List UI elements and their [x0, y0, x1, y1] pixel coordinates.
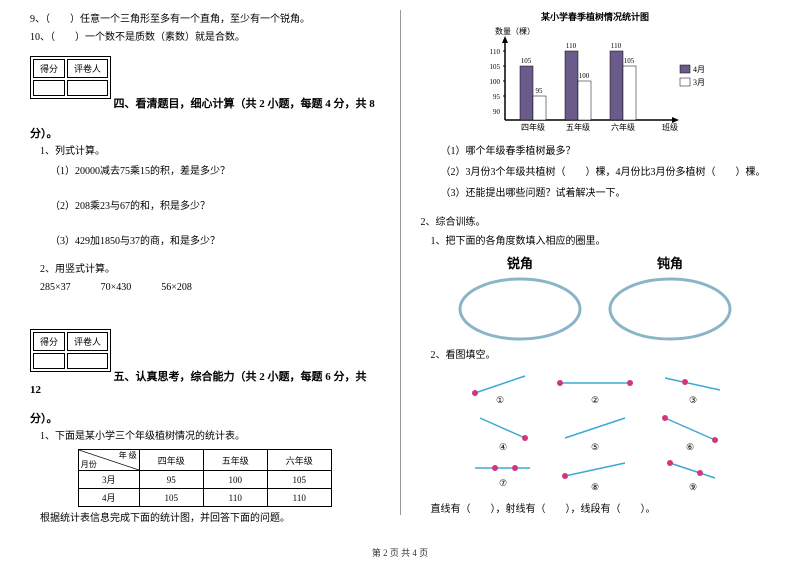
- diag-header: 年 级 月份: [78, 450, 139, 471]
- svg-text:六年级: 六年级: [611, 122, 635, 132]
- s5-q2-2: 2、看图填空。: [431, 348, 771, 364]
- svg-text:100: 100: [579, 72, 590, 80]
- section-5-title-cont: 分）。: [30, 413, 58, 425]
- diag-bottom: 月份: [81, 459, 97, 470]
- s5-q2: 2、综合训练。: [421, 215, 771, 231]
- col-header: 六年级: [267, 450, 331, 471]
- question-10: 10、（ ）一个数不是质数（素数）就是合数。: [30, 30, 380, 46]
- score-blank: [33, 353, 65, 369]
- score-box-5: 得分 评卷人: [30, 329, 111, 372]
- svg-text:③: ③: [689, 395, 697, 405]
- svg-text:④: ④: [499, 442, 507, 452]
- svg-text:⑥: ⑥: [686, 442, 694, 452]
- s5-q2-1: 1、把下面的各角度数填入相应的圈里。: [431, 234, 771, 250]
- svg-text:105: 105: [521, 57, 532, 65]
- calc-3: 56×208: [161, 282, 192, 293]
- cell: 105: [267, 471, 331, 489]
- svg-text:95: 95: [536, 87, 544, 95]
- cell: 110: [203, 489, 267, 507]
- chart-q2: （2）3月份3个年级共植树（ ）棵，4月份比3月份多植树（ ）棵。: [441, 164, 771, 182]
- svg-text:105: 105: [490, 63, 501, 71]
- score-cell: 得分: [33, 59, 65, 78]
- column-divider: [400, 10, 401, 515]
- svg-text:3月: 3月: [693, 78, 705, 87]
- score-cell: 得分: [33, 332, 65, 351]
- s5-q1-note: 根据统计表信息完成下面的统计图，并回答下面的问题。: [40, 511, 380, 527]
- cell: 100: [203, 471, 267, 489]
- score-box-4: 得分 评卷人: [30, 56, 111, 99]
- y-axis-label: 数量（棵）: [495, 26, 535, 36]
- svg-text:⑨: ⑨: [689, 482, 697, 492]
- table-row: 4月 105 110 110: [78, 489, 331, 507]
- lines-answer: 直线有（ ），射线有（ ），线段有（ ）。: [431, 502, 771, 518]
- tree-table: 年 级 月份 四年级 五年级 六年级 3月 95 100 105 4月 105 …: [78, 449, 332, 507]
- cell: 105: [139, 489, 203, 507]
- s4-q1-2: （2）208乘23与67的和，积是多少？: [50, 198, 380, 216]
- calc-row: 285×37 70×430 56×208: [40, 282, 380, 293]
- col-header: 四年级: [139, 450, 203, 471]
- svg-text:钝角: 钝角: [657, 256, 683, 271]
- svg-text:90: 90: [493, 108, 501, 116]
- section-4-title-cont: 分）。: [30, 128, 58, 140]
- page-footer: 第 2 页 共 4 页: [0, 546, 800, 559]
- svg-text:95: 95: [493, 93, 501, 101]
- row-label: 3月: [78, 471, 139, 489]
- svg-text:110: 110: [490, 48, 501, 56]
- s4-q1-3: （3）429加1850与37的商，和是多少？: [50, 233, 380, 251]
- svg-text:五年级: 五年级: [566, 122, 590, 132]
- col-header: 五年级: [203, 450, 267, 471]
- chart-title: 某小学春季植树情况统计图: [541, 11, 649, 22]
- svg-text:②: ②: [591, 395, 599, 405]
- svg-text:①: ①: [496, 395, 504, 405]
- s5-q1: 1、下面是某小学三个年级植树情况的统计表。: [40, 429, 380, 445]
- bar-chart: 某小学春季植树情况统计图 数量（棵） 90 95 100 105 110: [421, 10, 771, 140]
- section-5-title: 五、认真思考，综合能力（共 2 小题，每题 6 分，共 12: [30, 371, 367, 396]
- svg-text:⑤: ⑤: [591, 442, 599, 452]
- cell: 95: [139, 471, 203, 489]
- diag-top: 年 级: [119, 450, 137, 461]
- angle-ovals: 锐角 钝角: [445, 254, 745, 344]
- grader-blank: [67, 80, 108, 96]
- grader-cell: 评卷人: [67, 332, 108, 351]
- svg-text:105: 105: [624, 57, 635, 65]
- svg-text:4月: 4月: [693, 65, 705, 74]
- svg-text:100: 100: [490, 78, 501, 86]
- svg-text:110: 110: [611, 42, 622, 50]
- grader-cell: 评卷人: [67, 59, 108, 78]
- s4-q2: 2、用竖式计算。: [40, 262, 380, 278]
- question-9: 9、（ ）任意一个三角形至多有一个直角，至少有一个锐角。: [30, 12, 380, 28]
- section-4-title: 四、看清题目，细心计算（共 2 小题，每题 4 分，共 8: [114, 98, 375, 110]
- svg-text:班级: 班级: [662, 122, 678, 132]
- chart-q1: （1）哪个年级春季植树最多？: [441, 143, 771, 161]
- left-column: 9、（ ）任意一个三角形至多有一个直角，至少有一个锐角。 10、（ ）一个数不是…: [30, 10, 380, 515]
- svg-text:⑦: ⑦: [499, 478, 507, 488]
- row-label: 4月: [78, 489, 139, 507]
- s4-q1: 1、列式计算。: [40, 144, 380, 160]
- cell: 110: [267, 489, 331, 507]
- grader-blank: [67, 353, 108, 369]
- calc-2: 70×430: [101, 282, 132, 293]
- svg-text:四年级: 四年级: [521, 122, 545, 132]
- lines-diagram: ① ② ③ ④ ⑤ ⑥ ⑦ ⑧: [455, 368, 735, 498]
- calc-1: 285×37: [40, 282, 71, 293]
- score-blank: [33, 80, 65, 96]
- s4-q1-1: （1）20000减去75乘15的积，差是多少？: [50, 163, 380, 181]
- chart-q3: （3）还能提出哪些问题？试着解决一下。: [441, 185, 771, 203]
- svg-text:⑧: ⑧: [591, 482, 599, 492]
- table-row: 3月 95 100 105: [78, 471, 331, 489]
- svg-text:110: 110: [566, 42, 577, 50]
- svg-text:锐角: 锐角: [507, 256, 533, 271]
- right-column: 某小学春季植树情况统计图 数量（棵） 90 95 100 105 110: [421, 10, 771, 515]
